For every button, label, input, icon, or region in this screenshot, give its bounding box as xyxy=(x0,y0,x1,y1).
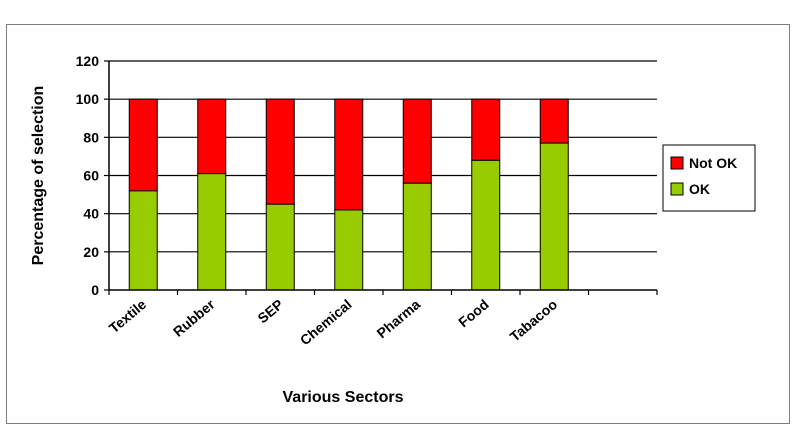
bar-not-ok-chemical xyxy=(334,98,364,211)
bar-ok-textile xyxy=(128,190,158,291)
bars xyxy=(128,98,569,291)
x-tick-labels: Textile Rubber SEP Chemical Pharma Food Tabaco… xyxy=(106,296,560,349)
y-tick-label: 0 xyxy=(91,282,99,298)
stacked-bar-chart: 0 20 40 60 80 100 120 Textile Rubber SEP Chemical… xyxy=(30,53,756,406)
legend-swatch-not-ok xyxy=(670,156,684,170)
x-axis-title: Various Sectors xyxy=(283,389,404,406)
chart-frame: 0 20 40 60 80 100 120 Textile Rubber SEP Chemical… xyxy=(6,24,790,424)
bar-ok-sep xyxy=(265,203,295,291)
bar-not-ok-sep xyxy=(265,98,295,205)
y-tick-label: 100 xyxy=(76,91,100,107)
x-tick-label-pharma: Pharma xyxy=(374,296,424,341)
bar-not-ok-textile xyxy=(128,98,158,192)
legend-swatch-ok xyxy=(670,182,684,196)
bar-not-ok-tabacoo xyxy=(539,98,569,144)
y-tick-label: 40 xyxy=(83,206,99,222)
x-tick-label-rubber: Rubber xyxy=(170,296,218,340)
bar-not-ok-food xyxy=(471,98,501,161)
bar-ok-tabacoo xyxy=(539,142,569,291)
bar-ok-pharma xyxy=(402,182,432,291)
y-tick-label: 120 xyxy=(76,53,100,69)
bar-ok-rubber xyxy=(197,173,227,291)
y-tick-label: 20 xyxy=(83,244,99,260)
bar-not-ok-pharma xyxy=(402,98,432,184)
axes xyxy=(104,60,658,295)
legend: Not OK OK xyxy=(662,144,756,212)
legend-label-not-ok: Not OK xyxy=(689,155,737,171)
gridlines xyxy=(109,60,657,253)
bar-not-ok-rubber xyxy=(197,98,227,175)
bar-ok-food xyxy=(471,159,501,291)
y-axis-title: Percentage of selection xyxy=(30,86,47,266)
legend-box xyxy=(662,144,756,212)
bar-ok-chemical xyxy=(334,209,364,291)
x-tick-label-tabacoo: Tabacoo xyxy=(507,296,561,345)
x-tick-label-textile: Textile xyxy=(106,296,150,336)
y-tick-label: 80 xyxy=(83,129,99,145)
x-tick-label-food: Food xyxy=(455,296,491,330)
y-tick-labels: 0 20 40 60 80 100 120 xyxy=(76,53,100,298)
x-tick-label-chemical: Chemical xyxy=(297,296,355,348)
x-tick-label-sep: SEP xyxy=(254,296,286,326)
legend-label-ok: OK xyxy=(689,181,710,197)
y-tick-label: 60 xyxy=(83,168,99,184)
